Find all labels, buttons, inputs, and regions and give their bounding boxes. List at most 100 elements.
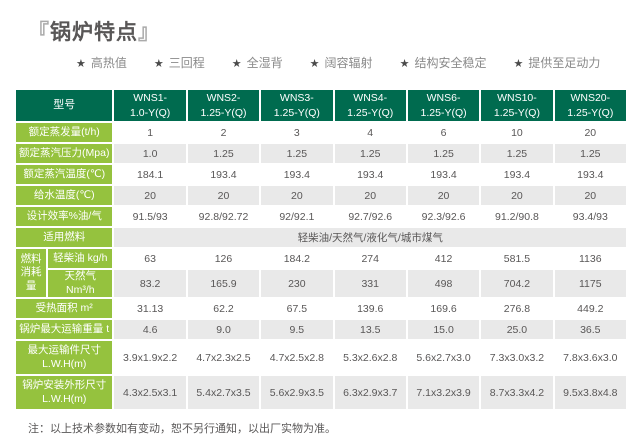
spec-value-cell: 63 — [114, 249, 186, 268]
spec-value-cell: 93.4/93 — [554, 207, 626, 226]
spec-value-cell: 92.7/92.6 — [334, 207, 406, 226]
table-row: 设计效率%油/气 91.5/93 92.8/92.72 92/92.1 92.7/92.… — [16, 207, 626, 226]
spec-value-cell: 20 — [114, 186, 186, 205]
spec-value-cell: 4.7x2.3x2.5 — [187, 341, 260, 375]
group-label-cell: 燃料 消耗量 — [16, 249, 47, 298]
spec-value-cell: 193.4 — [481, 165, 553, 184]
spec-value-cell: 20 — [407, 186, 480, 205]
spec-value-cell: 498 — [407, 270, 480, 298]
spec-value-cell: 15.0 — [407, 320, 480, 340]
spec-table: 型号 WNS1- 1.0-Y(Q) WNS2- 1.25-Y(Q) WNS3- 1.2… — [14, 88, 628, 411]
spec-value-cell: 5.4x2.7x3.5 — [187, 376, 260, 410]
spec-label-cell: 设计效率%油/气 — [16, 207, 113, 226]
spec-value-cell: 2 — [187, 123, 260, 142]
spec-value-cell: 126 — [187, 249, 260, 268]
star-icon: ★ — [399, 58, 410, 70]
feature-item: ★ 三回程 — [154, 54, 205, 71]
table-row: 天然气 Nm³/h 83.2 165.9 230 331 498 704.2 1175 — [16, 270, 626, 298]
model-header-cell: WNS2- 1.25-Y(Q) — [187, 90, 260, 121]
spec-value-cell: 7.8x3.6x3.0 — [554, 341, 626, 375]
spec-value-cell: 1.25 — [334, 144, 406, 163]
spec-value-cell: 9.0 — [187, 320, 260, 340]
spec-value-cell: 3.9x1.9x2.2 — [114, 341, 186, 375]
spec-value-cell: 1 — [114, 123, 186, 142]
spec-value-cell: 91.5/93 — [114, 207, 186, 226]
spec-value-cell: 193.4 — [261, 165, 333, 184]
spec-value-cell: 1.25 — [554, 144, 626, 163]
spec-value-cell: 276.8 — [481, 299, 553, 319]
spec-value-cell: 1.0 — [114, 144, 186, 163]
spec-label-cell: 锅炉安装外形尺寸 L.W.H(m) — [16, 376, 113, 410]
spec-label-cell: 额定蒸汽压力(Mpa) — [16, 144, 113, 163]
spec-label-cell: 适用燃料 — [16, 228, 113, 247]
feature-label: 结构安全稳定 — [414, 56, 487, 70]
spec-value-cell: 4.6 — [114, 320, 186, 340]
model-header-cell: WNS20- 1.25-Y(Q) — [554, 90, 626, 121]
star-icon: ★ — [76, 58, 86, 70]
star-icon: ★ — [309, 58, 320, 70]
spec-value-cell: 193.4 — [554, 165, 626, 184]
spec-value-cell: 1175 — [554, 270, 626, 298]
spec-value-cell: 274 — [334, 249, 406, 268]
spec-value-cell: 6 — [407, 123, 480, 142]
spec-value-cell: 331 — [334, 270, 406, 298]
feature-label: 高热值 — [90, 56, 127, 70]
spec-value-cell: 6.3x2.9x3.7 — [334, 376, 406, 410]
spec-label-cell: 受热面积 m² — [16, 299, 113, 319]
feature-item: ★ 高热值 — [76, 54, 127, 71]
spec-label-cell: 给水温度(℃) — [16, 186, 113, 205]
spec-value-cell: 165.9 — [187, 270, 260, 298]
spec-label-cell: 额定蒸发量(t/h) — [16, 123, 113, 142]
table-row: 给水温度(℃) 20 20 20 20 20 20 20 — [16, 186, 626, 205]
table-row: 受热面积 m² 31.13 62.2 67.5 139.6 169.6 276.8 449.2 — [16, 299, 626, 319]
spec-value-cell: 83.2 — [114, 270, 186, 298]
spec-value-cell: 193.4 — [407, 165, 480, 184]
table-row: 额定蒸汽温度(℃) 184.1 193.4 193.4 193.4 193.4 193.4 1… — [16, 165, 626, 184]
spec-value-cell: 92.8/92.72 — [187, 207, 260, 226]
table-row: 锅炉最大运输重量 t 4.6 9.0 9.5 13.5 15.0 25.0 36.5 — [16, 320, 626, 340]
note-text: 注：以上技术参数如有变动，恕不另行通知，以出厂实物为准。 — [28, 423, 336, 436]
spec-value-cell: 91.2/90.8 — [481, 207, 553, 226]
feature-list: ★ 高热值 ★ 三回程 ★ 全湿背 ★ 阔容辐射 ★ 结构安全稳定 ★ 提供至足动力 — [76, 54, 628, 71]
model-header-cell: WNS1- 1.0-Y(Q) — [114, 90, 186, 121]
spec-value-cell: 193.4 — [334, 165, 406, 184]
spec-value-cell: 1.25 — [187, 144, 260, 163]
model-header-cell: WNS4- 1.25-Y(Q) — [334, 90, 406, 121]
title-bracket-right: 』 — [138, 21, 160, 44]
spec-value-cell: 67.5 — [261, 299, 333, 319]
spec-value-cell: 7.3x3.0x3.2 — [481, 341, 553, 375]
spec-value-cell: 20 — [334, 186, 406, 205]
table-row: 额定蒸汽压力(Mpa) 1.0 1.25 1.25 1.25 1.25 1.25 1.25 — [16, 144, 626, 163]
spec-value-cell: 92/92.1 — [261, 207, 333, 226]
spec-value-cell: 5.6x2.7x3.0 — [407, 341, 480, 375]
model-header-cell: WNS10- 1.25-Y(Q) — [481, 90, 553, 121]
spec-value-cell: 4 — [334, 123, 406, 142]
title-text: 锅炉特点 — [50, 21, 138, 44]
spec-value-cell: 193.4 — [187, 165, 260, 184]
spec-value-cell: 449.2 — [554, 299, 626, 319]
spec-value-cell: 7.1x3.2x3.9 — [407, 376, 480, 410]
table-row: 额定蒸发量(t/h) 1 2 3 4 6 10 20 — [16, 123, 626, 142]
model-header-cell: WNS6- 1.25-Y(Q) — [407, 90, 480, 121]
feature-label: 提供至足动力 — [528, 56, 601, 70]
star-icon: ★ — [513, 58, 524, 70]
table-row: 最大运输件尺寸 L.W.H(m) 3.9x1.9x2.2 4.7x2.3x2.5 4.… — [16, 341, 626, 375]
spec-value-cell: 5.3x2.6x2.8 — [334, 341, 406, 375]
spec-value-cell: 20 — [554, 186, 626, 205]
title-bracket-left: 『 — [28, 21, 50, 44]
spec-value-cell: 230 — [261, 270, 333, 298]
spec-label-cell: 锅炉最大运输重量 t — [16, 320, 113, 340]
spec-value-cell: 13.5 — [334, 320, 406, 340]
spec-value-cell: 36.5 — [554, 320, 626, 340]
spec-value-cell: 20 — [554, 123, 626, 142]
spec-label-cell: 轻柴油 kg/h — [48, 249, 113, 268]
spec-value-cell: 20 — [481, 186, 553, 205]
feature-item: ★ 全湿背 — [232, 54, 283, 71]
page-title: 『锅炉特点』 — [28, 16, 628, 46]
spec-value-cell: 9.5x3.8x4.8 — [554, 376, 626, 410]
feature-item: ★ 阔容辐射 — [310, 54, 373, 71]
spec-value-cell: 25.0 — [481, 320, 553, 340]
spec-value-cell: 31.13 — [114, 299, 186, 319]
feature-item: ★ 提供至足动力 — [513, 54, 600, 71]
